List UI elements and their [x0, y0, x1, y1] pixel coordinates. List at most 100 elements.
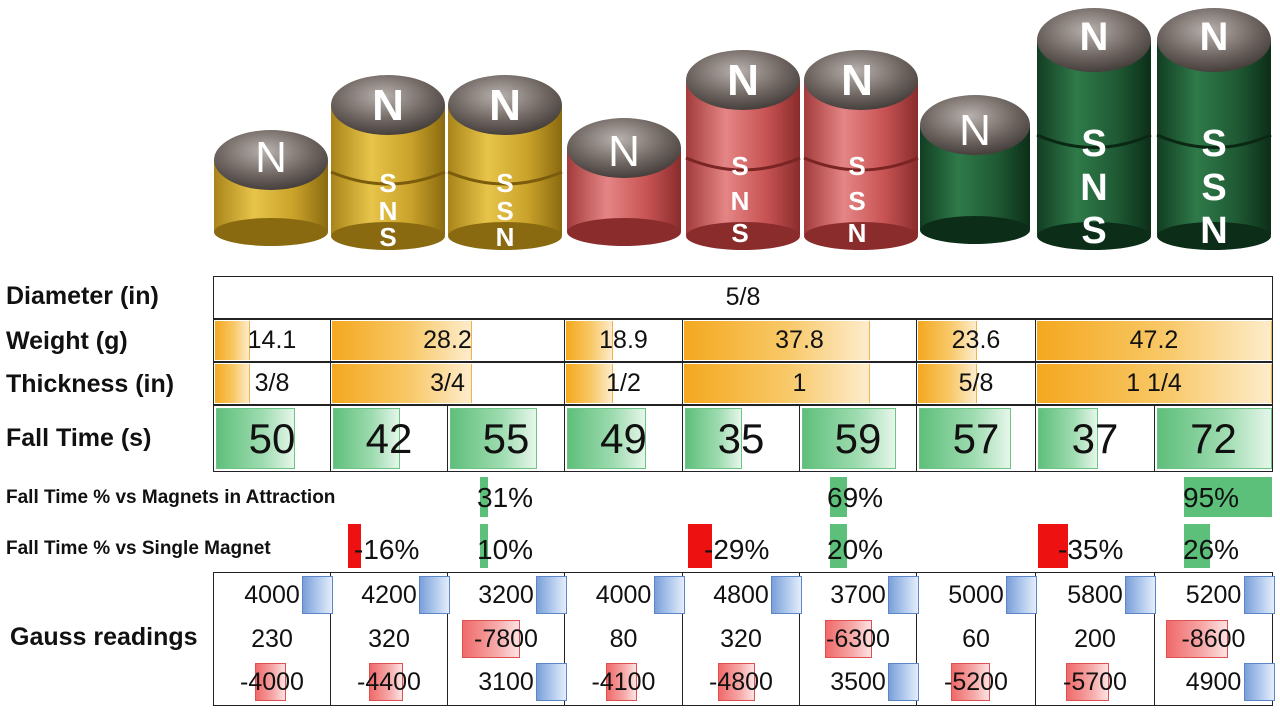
- weight-cell: 14.1: [213, 319, 331, 362]
- weight-value: 28.2: [423, 326, 472, 354]
- fall-time-bar: [685, 408, 742, 469]
- svg-text:N: N: [1080, 15, 1109, 59]
- single-value-g1b: 10%: [477, 534, 534, 565]
- gauss-value: 4000: [244, 581, 300, 609]
- label-gauss: Gauss readings: [10, 623, 198, 651]
- magnet-gold-stack-attract: N S N S: [330, 75, 446, 252]
- gauss-positive-bar: [888, 663, 919, 701]
- magnet-illustration: N N S N S N S S N N N S N S: [214, 8, 1272, 252]
- attr-value-g2: 69%: [827, 482, 884, 513]
- weight-value: 18.9: [599, 326, 648, 354]
- svg-text:S: S: [1081, 123, 1106, 165]
- gauss-positive-bar: [1243, 663, 1275, 701]
- gauss-value: -6300: [826, 625, 890, 653]
- svg-text:S: S: [1201, 123, 1226, 165]
- attr-value-g3: 95%: [1183, 482, 1240, 513]
- svg-text:N: N: [255, 133, 287, 182]
- fall-time-value: 42: [365, 414, 413, 462]
- weight-cell: 18.9: [564, 319, 683, 362]
- weight-value: 14.1: [247, 326, 297, 354]
- gauss-value: 5200: [1185, 581, 1242, 609]
- gauss-value: -5200: [944, 668, 1008, 696]
- gauss-value: 80: [609, 625, 638, 653]
- single-value-g1a: -16%: [354, 534, 420, 565]
- single-bar-g1a: [348, 524, 361, 568]
- single-value-g2b: 20%: [827, 534, 884, 565]
- svg-text:S: S: [379, 222, 396, 252]
- single-bar-g3b: [1184, 524, 1210, 568]
- label-fall-time-single: Fall Time % vs Single Magnet: [6, 538, 271, 559]
- gauss-value: 3200: [478, 581, 534, 609]
- thickness-bar: [332, 364, 472, 403]
- fall-time-cell: 72: [1154, 405, 1273, 472]
- gauss-divider: [682, 572, 683, 706]
- gauss-value: -7800: [474, 625, 538, 653]
- gauss-negative-bar: [950, 663, 990, 701]
- svg-text:N: N: [372, 81, 404, 130]
- label-weight: Weight (g): [6, 327, 128, 355]
- weight-cell: 47.2: [1035, 319, 1273, 362]
- gauss-value: 60: [962, 625, 990, 653]
- magnet-red-stack-repel: N S S N: [803, 50, 919, 250]
- magnet-green-stack-attract: N S N S: [1036, 8, 1152, 252]
- magnet-red-single: N: [567, 118, 681, 246]
- fall-time-cell: 35: [682, 405, 800, 472]
- thickness-bar: [215, 364, 251, 403]
- thickness-cell: 1 1/4: [1035, 362, 1273, 405]
- svg-text:N: N: [1200, 210, 1227, 252]
- svg-text:N: N: [959, 106, 991, 155]
- weight-bar: [215, 321, 251, 360]
- single-bar-g2b: [830, 524, 847, 568]
- single-bar-g3a: [1038, 524, 1068, 568]
- thickness-value: 5/8: [958, 369, 994, 397]
- thickness-cell: 1: [682, 362, 917, 405]
- gauss-positive-bar: [771, 576, 802, 614]
- gauss-value: 4800: [713, 581, 769, 609]
- thickness-bar: [918, 364, 977, 403]
- fall-time-cell: 42: [330, 405, 448, 472]
- single-value-g3a: -35%: [1058, 534, 1124, 565]
- gauss-value: -5700: [1063, 668, 1127, 696]
- single-bar-g2a: [688, 524, 712, 568]
- svg-text:S: S: [496, 196, 513, 226]
- fall-time-cell: 57: [916, 405, 1036, 472]
- weight-cell: 37.8: [682, 319, 917, 362]
- attr-bar-g3: [1184, 477, 1272, 517]
- thickness-cell: 3/4: [330, 362, 565, 405]
- magnet-green-single: N: [920, 95, 1030, 244]
- svg-text:N: N: [489, 81, 521, 130]
- gauss-negative-bar: [1165, 620, 1228, 658]
- weight-bar: [1037, 321, 1272, 360]
- fall-time-bar: [567, 408, 646, 469]
- thickness-value: 1 1/4: [1126, 369, 1182, 397]
- gauss-value: 320: [720, 625, 762, 653]
- gauss-positive-bar: [536, 576, 567, 614]
- svg-text:N: N: [731, 186, 750, 216]
- gauss-value: 4000: [595, 581, 652, 609]
- fall-time-bar: [802, 408, 896, 469]
- gauss-value: 5800: [1067, 581, 1123, 609]
- fall-time-value: 72: [1190, 414, 1237, 462]
- label-fall-time: Fall Time (s): [6, 424, 152, 452]
- svg-text:S: S: [848, 186, 865, 216]
- gauss-divider: [447, 572, 448, 706]
- svg-text:N: N: [608, 127, 640, 176]
- gauss-value: 4200: [361, 581, 417, 609]
- svg-text:S: S: [496, 168, 513, 198]
- svg-text:S: S: [1081, 210, 1106, 252]
- attr-bar-g2: [830, 477, 847, 517]
- gauss-value: -4400: [357, 668, 421, 696]
- gauss-negative-bar: [461, 620, 520, 658]
- fall-time-bar: [1157, 408, 1272, 469]
- thickness-bar: [1037, 364, 1272, 403]
- weight-bar: [918, 321, 977, 360]
- fall-time-value: 57: [952, 414, 1000, 462]
- attr-value-g1: 31%: [477, 482, 534, 513]
- svg-text:N: N: [1080, 167, 1107, 209]
- fall-time-value: 37: [1071, 414, 1119, 462]
- thickness-value: 3/8: [254, 369, 290, 397]
- gauss-divider: [1035, 572, 1036, 706]
- gauss-negative-bar: [718, 663, 755, 701]
- gauss-positive-bar: [419, 576, 450, 614]
- label-fall-time-attraction: Fall Time % vs Magnets in Attraction: [6, 487, 336, 508]
